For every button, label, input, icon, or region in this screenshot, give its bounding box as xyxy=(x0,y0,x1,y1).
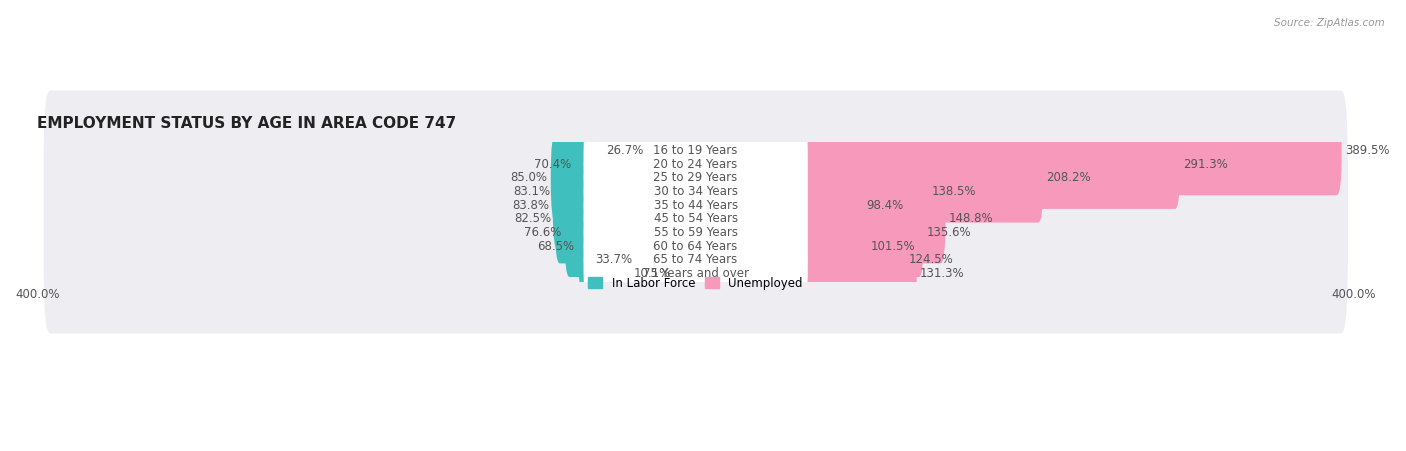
Text: 148.8%: 148.8% xyxy=(949,212,994,226)
FancyBboxPatch shape xyxy=(578,202,700,291)
Text: 98.4%: 98.4% xyxy=(866,198,903,212)
FancyBboxPatch shape xyxy=(44,186,1347,306)
FancyBboxPatch shape xyxy=(44,172,1347,293)
FancyBboxPatch shape xyxy=(690,133,1043,222)
FancyBboxPatch shape xyxy=(690,229,917,318)
FancyBboxPatch shape xyxy=(583,147,807,236)
Text: 65 to 74 Years: 65 to 74 Years xyxy=(654,253,738,266)
FancyBboxPatch shape xyxy=(553,161,700,250)
Text: 16 to 19 Years: 16 to 19 Years xyxy=(654,144,738,157)
Text: 20 to 24 Years: 20 to 24 Years xyxy=(654,158,738,171)
Text: 389.5%: 389.5% xyxy=(1346,144,1389,157)
Text: 26.7%: 26.7% xyxy=(606,144,644,157)
Text: 55 to 59 Years: 55 to 59 Years xyxy=(654,226,738,239)
Text: 131.3%: 131.3% xyxy=(920,267,965,280)
FancyBboxPatch shape xyxy=(583,106,807,195)
Text: 85.0%: 85.0% xyxy=(510,171,547,184)
FancyBboxPatch shape xyxy=(583,120,807,209)
Text: 291.3%: 291.3% xyxy=(1184,158,1227,171)
FancyBboxPatch shape xyxy=(44,159,1347,279)
Text: 135.6%: 135.6% xyxy=(927,226,972,239)
Text: 70.4%: 70.4% xyxy=(534,158,571,171)
FancyBboxPatch shape xyxy=(690,161,862,250)
FancyBboxPatch shape xyxy=(44,118,1347,238)
FancyBboxPatch shape xyxy=(565,188,700,277)
Text: 68.5%: 68.5% xyxy=(537,239,575,253)
FancyBboxPatch shape xyxy=(690,120,1180,209)
FancyBboxPatch shape xyxy=(555,174,700,263)
Text: 45 to 54 Years: 45 to 54 Years xyxy=(654,212,738,226)
FancyBboxPatch shape xyxy=(673,229,700,318)
Text: EMPLOYMENT STATUS BY AGE IN AREA CODE 747: EMPLOYMENT STATUS BY AGE IN AREA CODE 74… xyxy=(37,116,457,131)
FancyBboxPatch shape xyxy=(690,106,1341,195)
Text: 138.5%: 138.5% xyxy=(932,185,976,198)
FancyBboxPatch shape xyxy=(583,202,807,291)
Text: 75 Years and over: 75 Years and over xyxy=(643,267,748,280)
Text: 124.5%: 124.5% xyxy=(908,253,953,266)
FancyBboxPatch shape xyxy=(44,91,1347,211)
FancyBboxPatch shape xyxy=(636,215,700,304)
FancyBboxPatch shape xyxy=(575,120,700,209)
Text: 83.1%: 83.1% xyxy=(513,185,551,198)
Text: 33.7%: 33.7% xyxy=(595,253,631,266)
FancyBboxPatch shape xyxy=(690,202,868,291)
Text: 25 to 29 Years: 25 to 29 Years xyxy=(654,171,738,184)
Text: Source: ZipAtlas.com: Source: ZipAtlas.com xyxy=(1274,18,1385,28)
Text: 208.2%: 208.2% xyxy=(1046,171,1091,184)
FancyBboxPatch shape xyxy=(583,215,807,304)
FancyBboxPatch shape xyxy=(44,199,1347,320)
FancyBboxPatch shape xyxy=(690,215,905,304)
FancyBboxPatch shape xyxy=(690,174,945,263)
FancyBboxPatch shape xyxy=(583,188,807,277)
Text: 82.5%: 82.5% xyxy=(515,212,551,226)
FancyBboxPatch shape xyxy=(583,174,807,263)
FancyBboxPatch shape xyxy=(583,229,807,318)
FancyBboxPatch shape xyxy=(554,147,700,236)
FancyBboxPatch shape xyxy=(44,131,1347,252)
Legend: In Labor Force, Unemployed: In Labor Force, Unemployed xyxy=(583,272,807,295)
FancyBboxPatch shape xyxy=(44,104,1347,225)
FancyBboxPatch shape xyxy=(44,213,1347,333)
Text: 83.8%: 83.8% xyxy=(512,198,550,212)
FancyBboxPatch shape xyxy=(690,147,928,236)
Text: 76.6%: 76.6% xyxy=(524,226,561,239)
Text: 101.5%: 101.5% xyxy=(870,239,915,253)
FancyBboxPatch shape xyxy=(44,145,1347,265)
Text: 10.1%: 10.1% xyxy=(634,267,671,280)
FancyBboxPatch shape xyxy=(583,161,807,250)
FancyBboxPatch shape xyxy=(583,133,807,222)
Text: 35 to 44 Years: 35 to 44 Years xyxy=(654,198,738,212)
Text: 60 to 64 Years: 60 to 64 Years xyxy=(654,239,738,253)
FancyBboxPatch shape xyxy=(690,188,924,277)
Text: 30 to 34 Years: 30 to 34 Years xyxy=(654,185,738,198)
FancyBboxPatch shape xyxy=(551,133,700,222)
FancyBboxPatch shape xyxy=(647,106,700,195)
